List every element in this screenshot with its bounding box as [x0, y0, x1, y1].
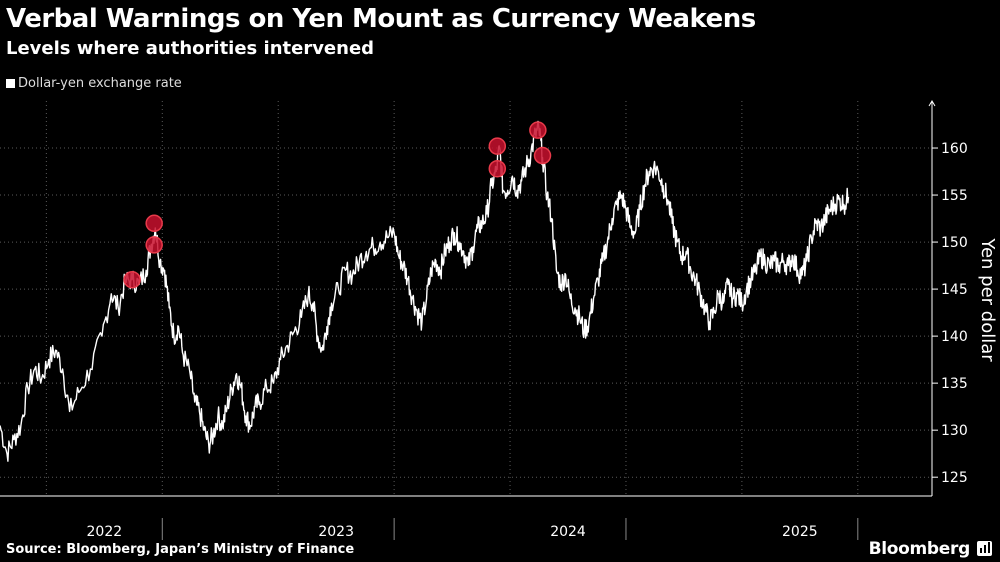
- chart-subtitle: Levels where authorities intervened: [6, 38, 375, 59]
- series-line-usdjpy: [0, 120, 850, 462]
- intervention-marker: [123, 270, 141, 289]
- y-tick-label: 150: [941, 235, 968, 251]
- x-tick-label: 2024: [550, 524, 586, 540]
- intervention-marker: [488, 159, 507, 178]
- y-tick-label: 155: [941, 188, 968, 204]
- y-tick-label: 125: [941, 470, 968, 486]
- legend-swatch: [6, 79, 15, 88]
- intervention-marker: [145, 214, 163, 233]
- bloomberg-bar-chart-icon: [977, 541, 992, 556]
- x-tick-label: 2022: [87, 524, 123, 540]
- legend-label: Dollar-yen exchange rate: [18, 76, 182, 91]
- intervention-marker: [533, 146, 552, 165]
- chart-title: Verbal Warnings on Yen Mount as Currency…: [6, 4, 756, 34]
- y-tick-label: 145: [941, 282, 968, 298]
- intervention-marker: [145, 236, 163, 254]
- brand-logo-text: Bloomberg: [868, 539, 971, 559]
- x-tick-label: 2025: [782, 524, 818, 540]
- series-line-layer: [0, 120, 850, 462]
- y-tick-label: 140: [941, 329, 968, 345]
- x-tick-label: 2023: [318, 524, 354, 540]
- y-tick-label: 135: [941, 376, 968, 392]
- y-tick-label: 160: [941, 141, 968, 157]
- intervention-marker-layer: [123, 121, 552, 289]
- axis-layer: 125 130 135 140 145 150 155 160 2022 2023 2024 2025: [0, 100, 968, 540]
- y-axis-label: Yen per dollar: [977, 237, 998, 362]
- chart-legend: Dollar-yen exchange rate: [6, 76, 182, 91]
- grid-layer: [0, 101, 932, 496]
- y-axis-arrow: [928, 100, 936, 107]
- intervention-marker: [488, 137, 507, 155]
- y-tick-label: 130: [941, 423, 968, 439]
- intervention-marker: [529, 121, 547, 139]
- source-note: Source: Bloomberg, Japan’s Ministry of F…: [6, 542, 355, 557]
